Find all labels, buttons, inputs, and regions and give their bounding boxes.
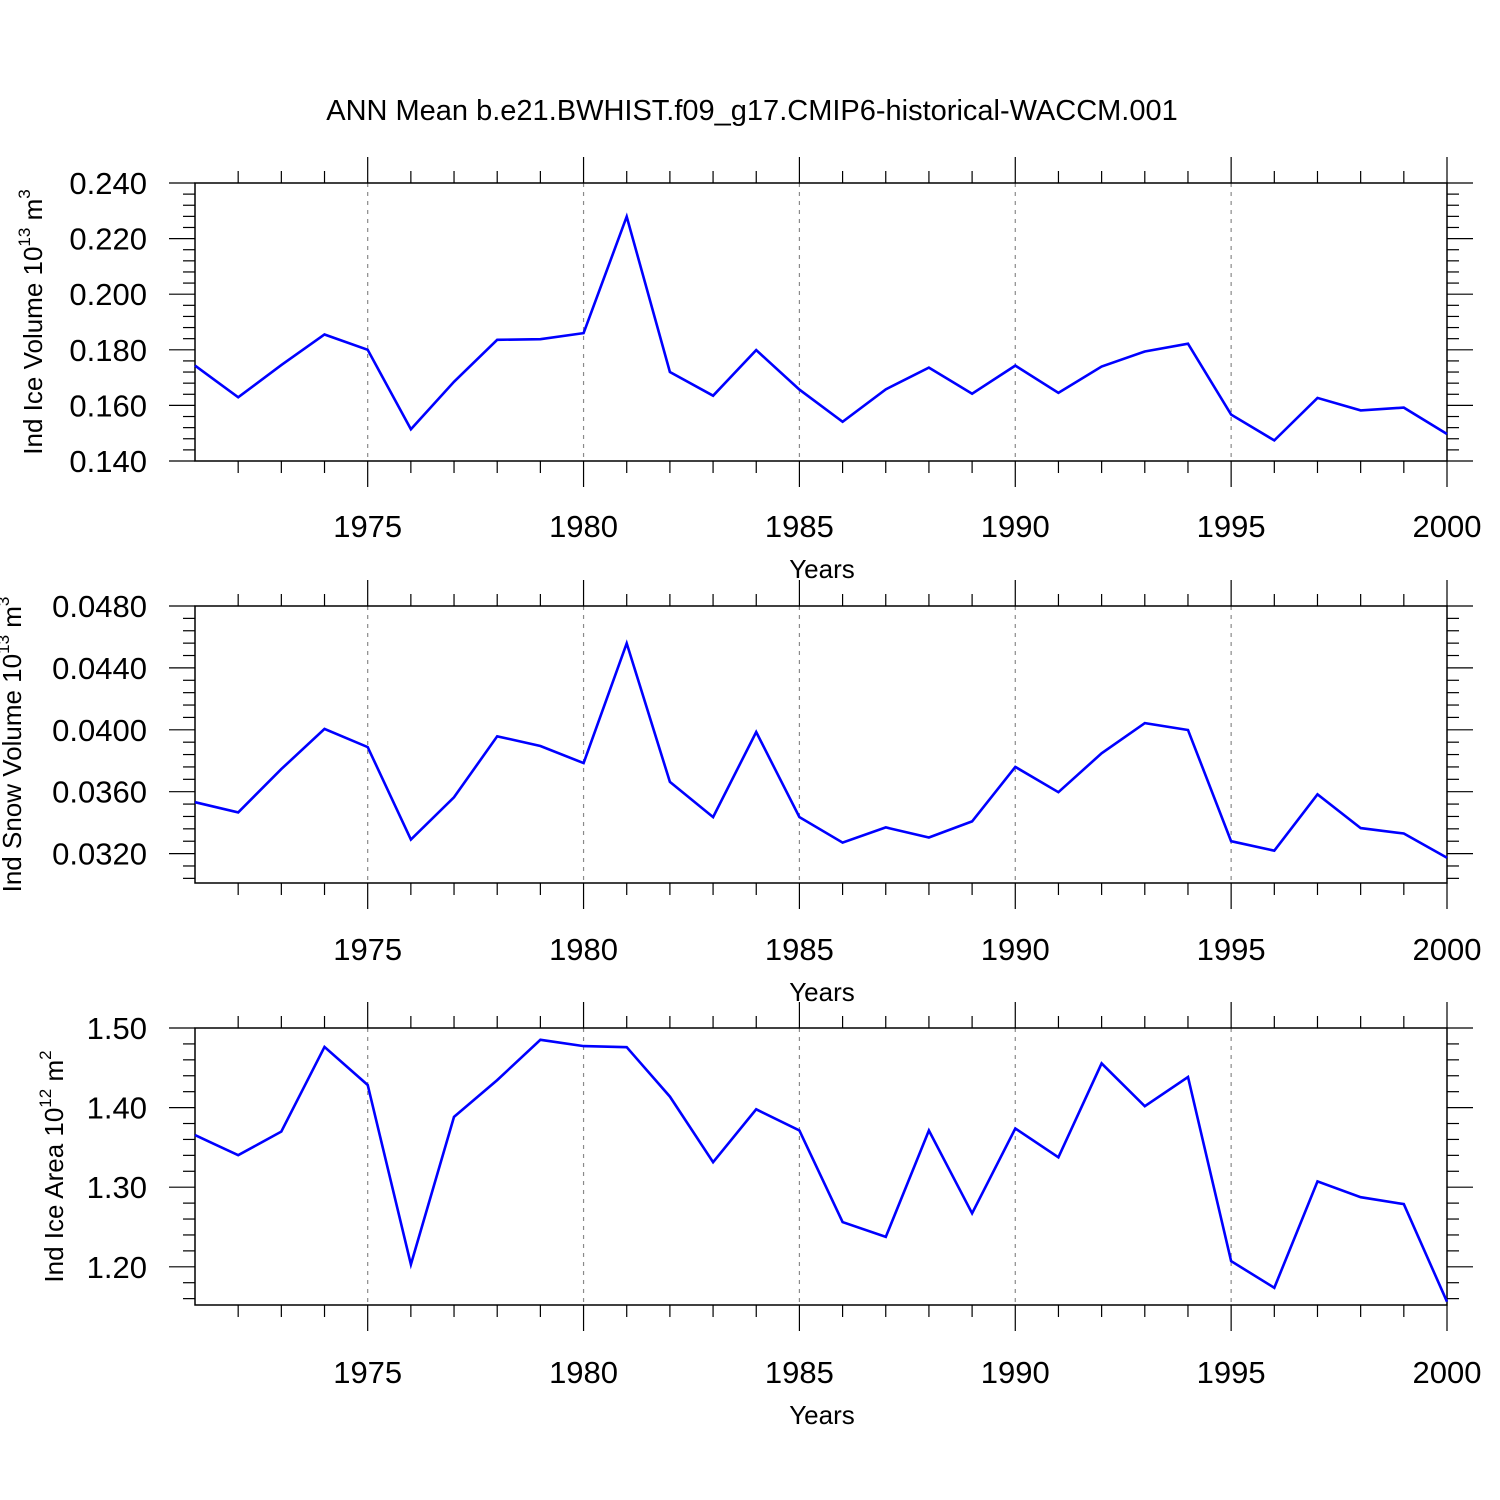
panels: 0.140 0.160 0.180 0.200 0.220 0.240 1975 1980 19…: [0, 157, 1481, 1430]
x-tick-label: 1985: [765, 932, 834, 967]
chart-panel-3: 1.20 1.30 1.40 1.50 1975 1980 1985 1990 1995 2000…: [36, 1002, 1481, 1430]
x-tick-label: 1980: [549, 1355, 618, 1390]
y-axis-label: Ind Snow Volume 1013 m3: [0, 597, 27, 893]
x-tick-label: 1975: [333, 509, 402, 544]
x-axis-label: Years: [789, 1400, 855, 1430]
y-axis-label-exponent: 13: [15, 228, 34, 247]
y-tick-label: 0.0360: [52, 775, 147, 810]
x-tick-label: 1975: [333, 1355, 402, 1390]
y-axis-label-unit-exponent: 3: [0, 597, 13, 606]
y-axis-label: Ind Ice Area 1012 m2: [36, 1050, 69, 1282]
y-axis-label-unit-exponent: 2: [36, 1050, 55, 1059]
y-tick-label: 0.0480: [52, 589, 147, 624]
x-tick-label: 1985: [765, 509, 834, 544]
x-tick-label: 2000: [1413, 1355, 1482, 1390]
chart-panel-2: 0.0320 0.0360 0.0400 0.0440 0.0480 1975 1980 19…: [0, 580, 1481, 1007]
y-tick-label: 0.240: [69, 166, 147, 201]
x-tick-label: 1975: [333, 932, 402, 967]
x-axis-label: Years: [789, 977, 855, 1007]
plot-frame: [194, 1027, 1448, 1306]
y-tick-label: 0.160: [69, 388, 147, 423]
x-tick-label: 1990: [981, 1355, 1050, 1390]
x-tick-label: 1990: [981, 932, 1050, 967]
y-tick-label: 1.20: [87, 1250, 147, 1285]
y-tick-label: 0.200: [69, 277, 147, 312]
chart-panel-1: 0.140 0.160 0.180 0.200 0.220 0.240 1975 1980 19…: [15, 157, 1481, 584]
y-axis-label-unit: m: [18, 199, 48, 228]
x-tick-label: 1985: [765, 1355, 834, 1390]
y-tick-label: 0.140: [69, 444, 147, 479]
y-tick-label: 0.220: [69, 222, 147, 257]
x-tick-label: 1995: [1197, 932, 1266, 967]
y-axis-label-exponent: 13: [0, 635, 13, 654]
y-axis-label-text: Ind Ice Volume 10: [18, 247, 48, 455]
data-series-line: [194, 1038, 1449, 1303]
y-axis-label-exponent: 12: [36, 1089, 55, 1108]
y-tick-label: 0.0320: [52, 837, 147, 872]
x-tick-label: 1995: [1197, 509, 1266, 544]
x-axis-label: Years: [789, 554, 855, 584]
y-tick-label: 1.50: [87, 1011, 147, 1046]
plot-frame: [194, 182, 1448, 462]
y-axis-label-unit-exponent: 3: [15, 189, 34, 198]
figure-title: ANN Mean b.e21.BWHIST.f09_g17.CMIP6-hist…: [326, 95, 1178, 127]
x-tick-label: 1980: [549, 932, 618, 967]
x-tick-label: 2000: [1413, 932, 1482, 967]
y-axis-label-text: Ind Ice Area 10: [39, 1108, 69, 1283]
y-axis-label-text: Ind Snow Volume 10: [0, 654, 27, 893]
y-axis-label-unit: m: [39, 1060, 69, 1089]
y-axis-label-unit: m: [0, 606, 27, 635]
y-tick-label: 0.180: [69, 333, 147, 368]
y-tick-label: 1.40: [87, 1091, 147, 1126]
x-tick-label: 2000: [1413, 509, 1482, 544]
y-tick-label: 0.0440: [52, 651, 147, 686]
y-axis-label: Ind Ice Volume 1013 m3: [15, 189, 48, 454]
x-tick-label: 1995: [1197, 1355, 1266, 1390]
data-series-line: [194, 212, 1448, 443]
plot-frame: [194, 605, 1448, 884]
x-tick-label: 1980: [549, 509, 618, 544]
data-series-line: [194, 639, 1448, 859]
x-tick-label: 1990: [981, 509, 1050, 544]
y-tick-label: 0.0400: [52, 713, 147, 748]
y-tick-label: 1.30: [87, 1170, 147, 1205]
